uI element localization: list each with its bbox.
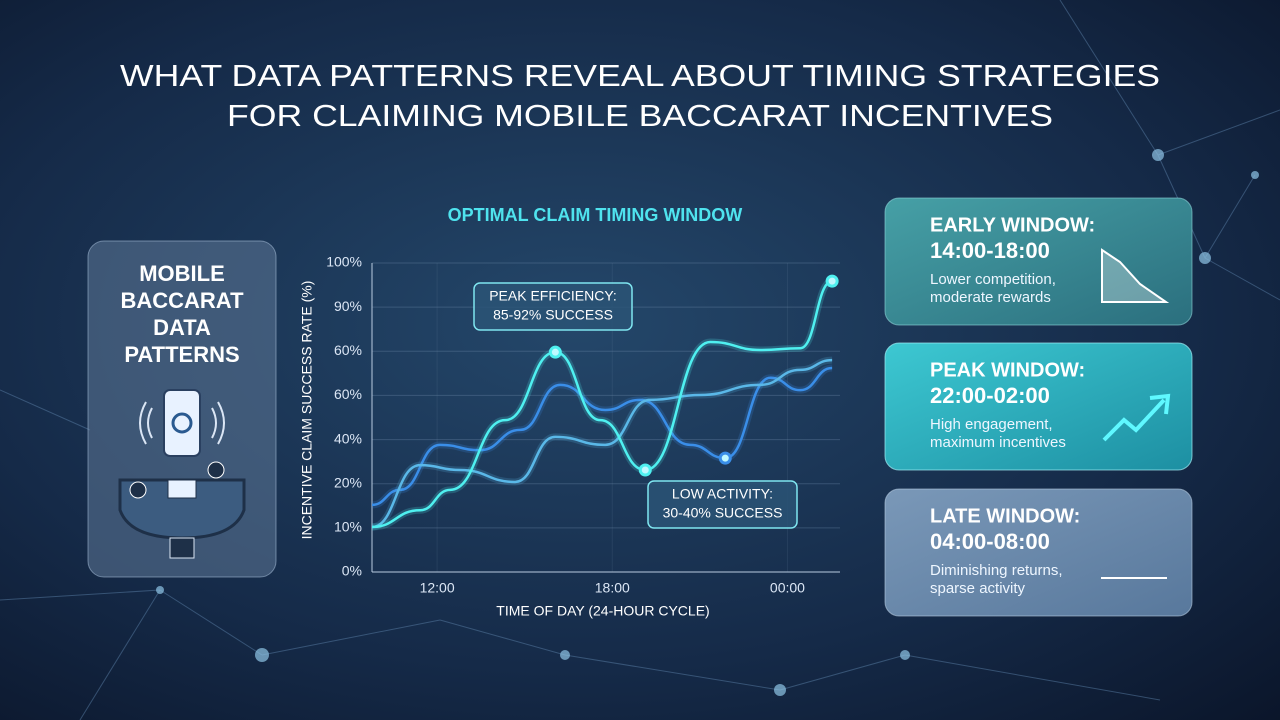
x-tick-label: 00:00 bbox=[770, 580, 805, 596]
left-card: MOBILE BACCARAT DATA PATTERNS bbox=[87, 240, 277, 578]
window-icon bbox=[1102, 393, 1171, 442]
series-line bbox=[371, 279, 833, 529]
highlight-point bbox=[548, 345, 562, 359]
series-line bbox=[371, 358, 833, 529]
card-title: DATA bbox=[153, 315, 211, 340]
callout-box bbox=[647, 480, 798, 529]
window-time: 04:00-08:00 bbox=[930, 529, 1050, 554]
card-title: PATTERNS bbox=[124, 342, 239, 367]
network-nodes bbox=[156, 149, 1259, 696]
highlight-point bbox=[825, 274, 839, 288]
title-line: WHAT DATA PATTERNS REVEAL ABOUT TIMING S… bbox=[120, 58, 1160, 93]
title-line: FOR CLAIMING MOBILE BACCARAT INCENTIVES bbox=[227, 98, 1053, 133]
highlight-point bbox=[718, 451, 732, 465]
y-tick-label: 90% bbox=[334, 298, 362, 314]
window-label: PEAK WINDOW: bbox=[930, 359, 1085, 381]
window-desc: sparse activity bbox=[930, 580, 1026, 597]
y-tick-label: 60% bbox=[334, 342, 362, 358]
window-icon bbox=[1101, 248, 1170, 303]
series-line bbox=[371, 366, 833, 507]
x-tick-label: 12:00 bbox=[420, 580, 455, 596]
window-desc: Lower competition, bbox=[930, 271, 1056, 288]
table-icon bbox=[118, 461, 246, 559]
card-title: MOBILE bbox=[139, 261, 225, 286]
window-card bbox=[884, 488, 1193, 617]
window-time: 14:00-18:00 bbox=[930, 238, 1050, 263]
chart-title: OPTIMAL CLAIM TIMING WINDOW bbox=[448, 205, 743, 225]
window-desc: moderate rewards bbox=[930, 289, 1051, 306]
y-tick-label: 0% bbox=[342, 563, 362, 579]
phone-icon bbox=[139, 389, 225, 457]
x-tick-label: 18:00 bbox=[595, 580, 630, 596]
callout-text: LOW ACTIVITY: bbox=[672, 486, 773, 502]
y-tick-label: 20% bbox=[334, 474, 362, 490]
x-axis-label: TIME OF DAY (24-HOUR CYCLE) bbox=[496, 603, 709, 619]
chart: OPTIMAL CLAIM TIMING WINDOW TIME OF DAY … bbox=[299, 205, 840, 619]
y-tick-label: 60% bbox=[334, 386, 362, 402]
y-tick-label: 10% bbox=[334, 519, 362, 535]
card-title: BACCARAT bbox=[120, 288, 244, 313]
y-axis-label: INCENTIVE CLAIM SUCCESS RATE (%) bbox=[299, 281, 315, 540]
callout-box bbox=[473, 282, 633, 331]
callout-text: 85-92% SUCCESS bbox=[493, 307, 613, 323]
window-time: 22:00-02:00 bbox=[930, 383, 1050, 408]
window-card bbox=[884, 197, 1193, 326]
callout-text: PEAK EFFICIENCY: bbox=[489, 288, 617, 304]
window-desc: maximum incentives bbox=[930, 434, 1066, 451]
y-tick-label: 100% bbox=[326, 254, 362, 270]
window-desc: High engagement, bbox=[930, 416, 1053, 433]
window-card bbox=[884, 342, 1193, 471]
window-label: LATE WINDOW: bbox=[930, 505, 1080, 527]
callout-text: 30-40% SUCCESS bbox=[663, 505, 783, 521]
highlight-point bbox=[638, 463, 652, 477]
window-label: EARLY WINDOW: bbox=[930, 214, 1095, 236]
window-desc: Diminishing returns, bbox=[930, 562, 1063, 579]
y-tick-label: 40% bbox=[334, 430, 362, 446]
window-cards: EARLY WINDOW: 14:00-18:00 Lower competit… bbox=[884, 197, 1193, 617]
